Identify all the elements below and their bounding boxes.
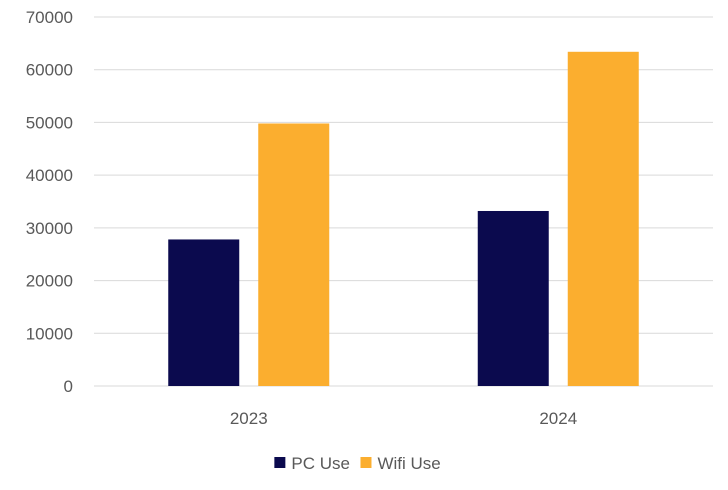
x-tick-label: 2023 (230, 409, 268, 428)
bars (168, 51, 639, 387)
bar-wifi-use-2023 (258, 123, 330, 387)
bar-wifi-use-2024 (567, 51, 639, 386)
y-tick-label: 50000 (26, 113, 73, 132)
y-axis-tick-labels: 0 10000 20000 30000 40000 50000 60000 70000 (26, 8, 73, 396)
y-tick-label: 30000 (26, 219, 73, 238)
legend-swatch-pc-use (274, 457, 286, 468)
bar-pc-use-2023 (168, 239, 240, 386)
y-tick-label: 20000 (26, 272, 73, 291)
x-axis-tick-labels: 2023 2024 (230, 409, 577, 428)
x-tick-label: 2024 (539, 409, 577, 428)
y-tick-label: 10000 (26, 324, 73, 343)
y-tick-label: 40000 (26, 166, 73, 185)
legend-label: Wifi Use (377, 454, 440, 473)
legend: PC Use Wifi Use (274, 454, 441, 473)
legend-label: PC Use (291, 454, 350, 473)
y-tick-label: 70000 (26, 8, 73, 27)
bar-pc-use-2024 (477, 210, 549, 386)
y-tick-label: 0 (64, 377, 73, 396)
y-tick-label: 60000 (26, 61, 73, 80)
legend-swatch-wifi-use (360, 457, 372, 468)
